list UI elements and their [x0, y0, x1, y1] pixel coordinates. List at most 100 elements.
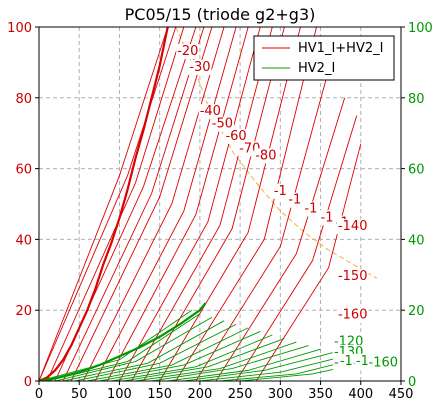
red-curve-label: -30	[189, 60, 210, 75]
y-left-tick-label: 100	[7, 21, 32, 36]
chart-title: PC05/15 (triode g2+g3)	[125, 5, 316, 24]
green-curve-label-bg	[354, 353, 370, 369]
x-tick-label: 100	[107, 387, 132, 400]
green-curve-label: -1	[340, 354, 353, 369]
total-curve-m90	[106, 27, 249, 381]
plot-frame	[38, 26, 402, 382]
hv2-curve-0	[39, 302, 207, 381]
total-curve-m110	[131, 27, 273, 381]
red-curve-label: -50	[212, 117, 233, 132]
green-curve-label: -160	[369, 356, 399, 371]
x-tick-label: 150	[147, 387, 172, 400]
hv2-curve-m60	[87, 327, 249, 381]
red-curve-label-bg	[336, 219, 369, 235]
legend-label-total: HV1_I+HV2_I	[298, 41, 383, 56]
total-curve-m170	[235, 115, 358, 381]
total-curve-m180	[255, 143, 362, 381]
hv2-curve-m120	[167, 348, 321, 381]
x-axis-ticks: 0 50 100 150 200 250 300 350 400 450	[35, 381, 414, 400]
hv2-curve-m70	[99, 331, 261, 381]
hv2-curve-m140	[199, 355, 345, 381]
x-tick-label: 200	[187, 387, 212, 400]
total-curve-m10	[39, 27, 169, 381]
red-curve-label-bg	[198, 104, 222, 120]
total-curve-m100	[119, 27, 261, 381]
green-curve-label-bg	[338, 353, 354, 369]
hv2-curve-m80	[111, 334, 273, 381]
green-curve-labels: -120-130-140-1-1-160	[332, 334, 400, 371]
series-layer	[39, 27, 362, 381]
x-tick-label: 250	[228, 387, 253, 400]
dissipation-line	[175, 26, 378, 279]
red-curve-label: -1	[274, 184, 287, 199]
red-curve-label-bg	[176, 44, 200, 60]
red-curve-label-bg	[224, 128, 248, 144]
total-curve-m140	[175, 27, 317, 381]
red-curve-label-bg	[210, 116, 235, 132]
y-left-tick-label: 60	[15, 163, 32, 178]
total-curve-m80	[94, 27, 237, 381]
total-curve-m40	[54, 27, 197, 381]
red-curve-label: -160	[338, 308, 368, 323]
total-curve-m20	[39, 27, 177, 381]
red-curve-label-bg	[254, 148, 278, 164]
y-right-tick-label: 20	[408, 304, 425, 319]
y-axis-right-ticks: 0 20 40 60 80 100	[401, 21, 433, 390]
legend-label-hv2: HV2_I	[298, 61, 335, 76]
y-axis-left-ticks: 0 20 40 60 80 100	[7, 21, 39, 390]
total-curve-m150	[195, 55, 334, 381]
legend-box	[253, 35, 395, 81]
x-tick-label: 400	[348, 387, 373, 400]
hv2-curve-m20	[46, 313, 201, 381]
x-tick-label: 0	[35, 387, 43, 400]
red-curve-label-bg	[336, 307, 369, 323]
red-curve-label: -20	[177, 44, 198, 59]
y-right-tick-label: 40	[408, 233, 425, 248]
hv2-curve-m110	[151, 345, 309, 381]
y-left-tick-label: 80	[15, 92, 32, 107]
red-curve-label-bg	[319, 210, 335, 226]
hv2-curve-m90	[123, 338, 285, 381]
red-curve-label: -1	[321, 210, 334, 225]
hv2-curve-m100	[135, 341, 297, 381]
red-curve-label-bg	[303, 201, 319, 217]
x-tick-label: 50	[71, 387, 88, 400]
red-curve-label: -150	[338, 269, 368, 284]
hv2-curve-m10	[39, 309, 193, 381]
red-curve-label: -1	[288, 193, 301, 208]
red-curve-label: -60	[225, 129, 246, 144]
y-left-tick-label: 20	[15, 304, 32, 319]
green-curve-label: -1	[356, 354, 369, 369]
x-tick-label: 350	[308, 387, 333, 400]
red-curve-label-bg	[287, 192, 303, 208]
hv2-curve-m130	[183, 352, 333, 381]
x-tick-label: 300	[268, 387, 293, 400]
green-curve-label-bg	[367, 355, 400, 371]
total-curve-m120	[143, 27, 285, 381]
red-curve-labels: -20-30-40-50-60-70-80-1-1-1-1-1-140-150-…	[176, 44, 369, 323]
red-curve-label: -40	[200, 104, 221, 119]
red-curve-label-bg	[188, 59, 212, 75]
red-curve-label-bg	[272, 183, 288, 199]
hv2-curve-m40	[63, 320, 225, 381]
red-curve-label: -1	[304, 202, 317, 217]
y-left-tick-label: 0	[24, 375, 32, 390]
total-curve-m160	[215, 97, 346, 381]
total-curve-m30	[46, 27, 185, 381]
y-right-tick-label: 0	[408, 375, 416, 390]
y-right-tick-label: 80	[408, 92, 425, 107]
total-curve-m60	[70, 27, 213, 381]
total-curve-m70	[82, 27, 225, 381]
hv2-curve-m30	[54, 316, 213, 381]
red-curve-label-bg	[336, 268, 369, 284]
legend: HV1_I+HV2_I HV2_I	[253, 35, 395, 81]
y-left-tick-label: 40	[15, 233, 32, 248]
x-tick-label: 450	[389, 387, 414, 400]
hv2-curve-m50	[75, 323, 237, 381]
y-right-tick-label: 60	[408, 163, 425, 178]
red-curve-label: -140	[338, 219, 368, 234]
red-curve-label: -80	[255, 148, 276, 163]
dissipation-curve	[175, 26, 378, 279]
total-curve-m50	[62, 27, 205, 381]
